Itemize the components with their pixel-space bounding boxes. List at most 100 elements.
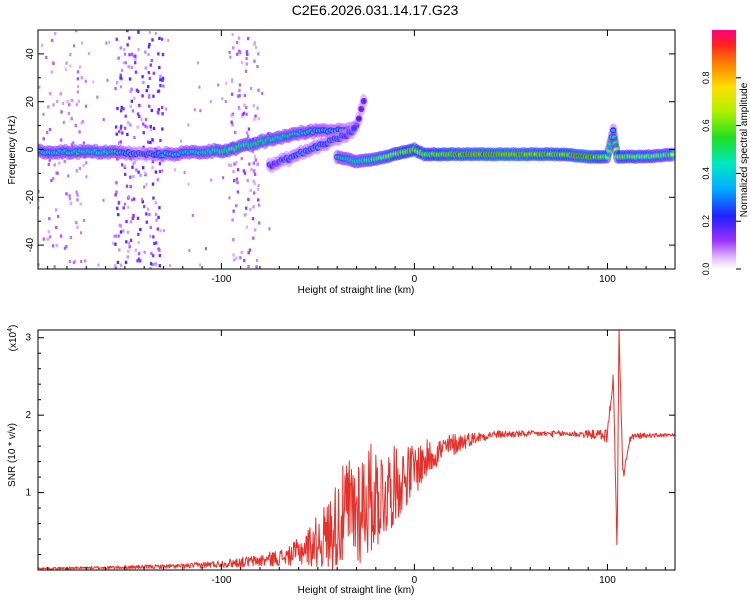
noise-speck [221, 97, 224, 101]
noise-speck [187, 182, 190, 186]
noise-speck [82, 218, 86, 223]
noise-speck [137, 252, 141, 256]
noise-speck [148, 76, 152, 81]
noise-speck [159, 138, 162, 143]
noise-speck [48, 127, 52, 132]
noise-speck [253, 59, 256, 63]
noise-speck [158, 248, 161, 252]
noise-speck [119, 230, 123, 234]
noise-speck [118, 129, 121, 134]
noise-speck [48, 235, 52, 239]
noise-speck [115, 190, 118, 194]
noise-speck [52, 61, 55, 66]
noise-speck [148, 93, 151, 97]
noise-speck [193, 108, 196, 112]
noise-speck [155, 218, 158, 222]
noise-speck [159, 84, 162, 88]
noise-speck [257, 52, 260, 56]
noise-speck [56, 99, 59, 103]
noise-speck [236, 190, 240, 194]
noise-speck [130, 99, 134, 103]
noise-speck [46, 237, 49, 241]
noise-speck [158, 36, 161, 40]
noise-speck [149, 267, 152, 269]
noise-speck [58, 161, 61, 165]
noise-speck [130, 65, 133, 69]
noise-speck [51, 244, 55, 248]
noise-speck [149, 262, 153, 266]
noise-speck [132, 162, 135, 166]
noise-speck [162, 84, 165, 88]
noise-speck [76, 193, 79, 197]
noise-speck [121, 163, 124, 167]
noise-speck [47, 162, 51, 166]
noise-speck [160, 37, 164, 41]
noise-speck [63, 246, 67, 250]
noise-speck [116, 106, 119, 111]
noise-speck [245, 225, 249, 229]
y-tick-label: 40 [25, 48, 36, 60]
noise-speck [156, 227, 160, 231]
noise-speck [96, 95, 99, 99]
noise-speck [52, 103, 55, 107]
noise-speck [235, 204, 238, 208]
noise-speck [253, 172, 257, 176]
colorbar-tick-label: 0.2 [701, 215, 711, 228]
noise-speck [136, 125, 139, 129]
spectrogram-tracks-layer [38, 94, 675, 174]
noise-speck [243, 103, 246, 107]
noise-speck [268, 227, 271, 231]
noise-speck [133, 135, 136, 140]
noise-speck [72, 260, 76, 265]
noise-speck [136, 216, 140, 220]
noise-speck [217, 83, 220, 87]
noise-speck [134, 57, 137, 61]
noise-speck [244, 69, 248, 73]
noise-speck [138, 114, 141, 119]
x-tick-label: -100 [211, 274, 231, 285]
noise-speck [180, 139, 183, 143]
noise-speck [75, 221, 78, 225]
noise-speck [51, 70, 54, 74]
snr-y-axis-label: SNR (10 * v/v) [7, 423, 18, 487]
noise-speck [70, 143, 74, 147]
noise-speck [159, 74, 162, 78]
noise-speck [119, 140, 123, 144]
noise-speck [257, 88, 260, 92]
noise-speck [74, 123, 77, 128]
noise-speck [252, 161, 256, 165]
noise-speck [83, 259, 87, 263]
noise-speck [149, 128, 153, 132]
noise-speck [231, 32, 234, 36]
noise-speck [157, 52, 160, 56]
noise-speck [154, 241, 158, 245]
noise-speck [243, 171, 247, 175]
noise-speck [147, 140, 150, 144]
noise-speck [114, 242, 117, 246]
noise-speck [77, 99, 81, 103]
noise-speck [55, 226, 58, 230]
noise-speck [127, 65, 130, 69]
noise-speck [156, 178, 160, 182]
noise-speck [76, 90, 80, 94]
noise-speck [225, 81, 228, 85]
noise-speck [148, 212, 151, 217]
noise-speck [123, 126, 127, 130]
noise-speck [75, 169, 79, 173]
noise-speck [125, 240, 128, 244]
noise-speck [224, 100, 227, 104]
noise-speck [114, 234, 118, 238]
noise-speck [128, 241, 131, 245]
noise-speck [253, 182, 256, 186]
noise-speck [59, 92, 62, 96]
noise-speck [137, 30, 140, 34]
noise-speck [75, 103, 79, 107]
noise-speck [154, 31, 157, 35]
noise-speck [161, 112, 164, 116]
snr-background [38, 330, 675, 570]
noise-speck [255, 265, 258, 269]
noise-speck [230, 163, 233, 167]
noise-speck [233, 258, 236, 262]
noise-speck [240, 157, 243, 161]
noise-speck [245, 206, 248, 210]
